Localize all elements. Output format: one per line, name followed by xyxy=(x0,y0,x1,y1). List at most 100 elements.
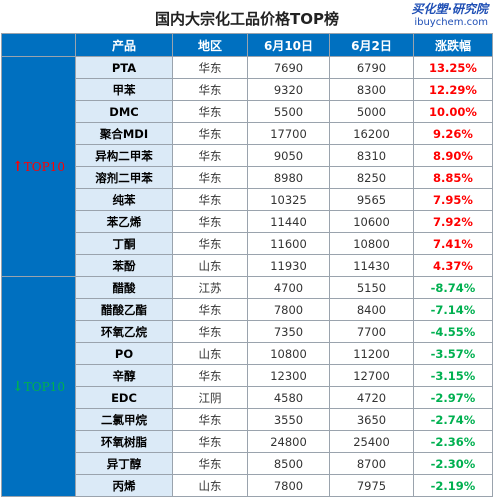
change-cell: 7.92% xyxy=(413,210,493,233)
table-row: 溶剂二甲苯 华东 8980 8250 8.85% xyxy=(2,166,493,189)
product-cell: PO xyxy=(75,342,173,365)
header-corner xyxy=(1,33,76,57)
table-row: 二氯甲烷 华东 3550 3650 -2.74% xyxy=(2,408,493,431)
change-cell: 10.00% xyxy=(413,100,493,123)
change-cell: 8.90% xyxy=(413,144,493,167)
region-cell: 华东 xyxy=(172,144,248,167)
region-cell: 山东 xyxy=(172,342,248,365)
product-cell: DMC xyxy=(75,100,173,123)
up-group-text: TOP10 xyxy=(23,159,65,174)
region-cell: 华东 xyxy=(172,210,248,233)
jun2-value-cell: 16200 xyxy=(329,122,414,145)
jun2-value-cell: 11200 xyxy=(329,342,414,365)
region-cell: 华东 xyxy=(172,430,248,453)
header-jun2: 6月2日 xyxy=(329,33,414,57)
table-row: DMC 华东 5500 5000 10.00% xyxy=(2,100,493,123)
jun10-value-cell: 10325 xyxy=(247,188,330,211)
up-group-label: ↑TOP10 xyxy=(1,56,76,277)
jun2-value-cell: 11430 xyxy=(329,254,414,277)
jun10-value-cell: 4580 xyxy=(247,386,330,409)
jun10-value-cell: 11600 xyxy=(247,232,330,255)
region-cell: 华东 xyxy=(172,78,248,101)
region-cell: 华东 xyxy=(172,232,248,255)
jun10-value-cell: 24800 xyxy=(247,430,330,453)
jun10-value-cell: 11440 xyxy=(247,210,330,233)
region-cell: 华东 xyxy=(172,166,248,189)
down-group-label: ↓TOP10 xyxy=(1,276,76,497)
jun10-value-cell: 7690 xyxy=(247,56,330,79)
product-cell: 丁酮 xyxy=(75,232,173,255)
jun2-value-cell: 3650 xyxy=(329,408,414,431)
jun2-value-cell: 8700 xyxy=(329,452,414,475)
change-cell: -3.57% xyxy=(413,342,493,365)
change-cell: 7.95% xyxy=(413,188,493,211)
table-row: 纯苯 华东 10325 9565 7.95% xyxy=(2,188,493,211)
region-cell: 华东 xyxy=(172,364,248,387)
table-row: 异丁醇 华东 8500 8700 -2.30% xyxy=(2,452,493,475)
change-cell: 13.25% xyxy=(413,56,493,79)
region-cell: 华东 xyxy=(172,188,248,211)
jun10-value-cell: 8500 xyxy=(247,452,330,475)
jun10-value-cell: 12300 xyxy=(247,364,330,387)
jun10-value-cell: 7800 xyxy=(247,298,330,321)
change-cell: -4.55% xyxy=(413,320,493,343)
change-cell: 8.85% xyxy=(413,166,493,189)
down-group-text: TOP10 xyxy=(23,379,65,394)
logo-text-cn: 买化塑·研究院 xyxy=(411,2,488,16)
jun10-value-cell: 11930 xyxy=(247,254,330,277)
jun2-value-cell: 4720 xyxy=(329,386,414,409)
jun10-value-cell: 7350 xyxy=(247,320,330,343)
header-jun10: 6月10日 xyxy=(247,33,330,57)
table-row: PO 山东 10800 11200 -3.57% xyxy=(2,342,493,365)
product-cell: 环氧树脂 xyxy=(75,430,173,453)
product-cell: 苯酚 xyxy=(75,254,173,277)
jun2-value-cell: 12700 xyxy=(329,364,414,387)
jun2-value-cell: 7700 xyxy=(329,320,414,343)
change-cell: -2.30% xyxy=(413,452,493,475)
region-cell: 华东 xyxy=(172,122,248,145)
product-cell: 醋酸乙酯 xyxy=(75,298,173,321)
table-row: 环氧乙烷 华东 7350 7700 -4.55% xyxy=(2,320,493,343)
region-cell: 华东 xyxy=(172,452,248,475)
change-cell: -3.15% xyxy=(413,364,493,387)
product-cell: 聚合MDI xyxy=(75,122,173,145)
product-cell: 辛醇 xyxy=(75,364,173,387)
change-cell: -2.97% xyxy=(413,386,493,409)
jun10-value-cell: 9320 xyxy=(247,78,330,101)
region-cell: 华东 xyxy=(172,298,248,321)
change-cell: -7.14% xyxy=(413,298,493,321)
change-cell: -2.74% xyxy=(413,408,493,431)
jun2-value-cell: 5150 xyxy=(329,276,414,299)
jun2-value-cell: 6790 xyxy=(329,56,414,79)
product-cell: 纯苯 xyxy=(75,188,173,211)
jun10-value-cell: 9050 xyxy=(247,144,330,167)
table-row: 丁酮 华东 11600 10800 7.41% xyxy=(2,232,493,255)
jun10-value-cell: 5500 xyxy=(247,100,330,123)
region-cell: 华东 xyxy=(172,408,248,431)
logo-text-en: ibuychem.com xyxy=(414,17,488,28)
region-cell: 华东 xyxy=(172,320,248,343)
product-cell: 环氧乙烷 xyxy=(75,320,173,343)
jun10-value-cell: 4700 xyxy=(247,276,330,299)
jun2-value-cell: 25400 xyxy=(329,430,414,453)
table-row: 醋酸乙酯 华东 7800 8400 -7.14% xyxy=(2,298,493,321)
change-cell: -2.36% xyxy=(413,430,493,453)
jun2-value-cell: 8400 xyxy=(329,298,414,321)
jun10-value-cell: 8980 xyxy=(247,166,330,189)
header-region: 地区 xyxy=(172,33,248,57)
jun10-value-cell: 17700 xyxy=(247,122,330,145)
jun10-value-cell: 10800 xyxy=(247,342,330,365)
product-cell: EDC xyxy=(75,386,173,409)
table-header-row: 产品 地区 6月10日 6月2日 涨跌幅 xyxy=(1,33,493,57)
change-cell: 7.41% xyxy=(413,232,493,255)
region-cell: 江阴 xyxy=(172,386,248,409)
jun2-value-cell: 8300 xyxy=(329,78,414,101)
jun2-value-cell: 10800 xyxy=(329,232,414,255)
table-row: 环氧树脂 华东 24800 25400 -2.36% xyxy=(2,430,493,453)
chart-title: 国内大宗化工品价格TOP榜 xyxy=(155,10,339,28)
header-change: 涨跌幅 xyxy=(413,33,493,57)
jun2-value-cell: 10600 xyxy=(329,210,414,233)
table-row: 甲苯 华东 9320 8300 12.29% xyxy=(2,78,493,101)
table-row: EDC 江阴 4580 4720 -2.97% xyxy=(2,386,493,409)
change-cell: 12.29% xyxy=(413,78,493,101)
